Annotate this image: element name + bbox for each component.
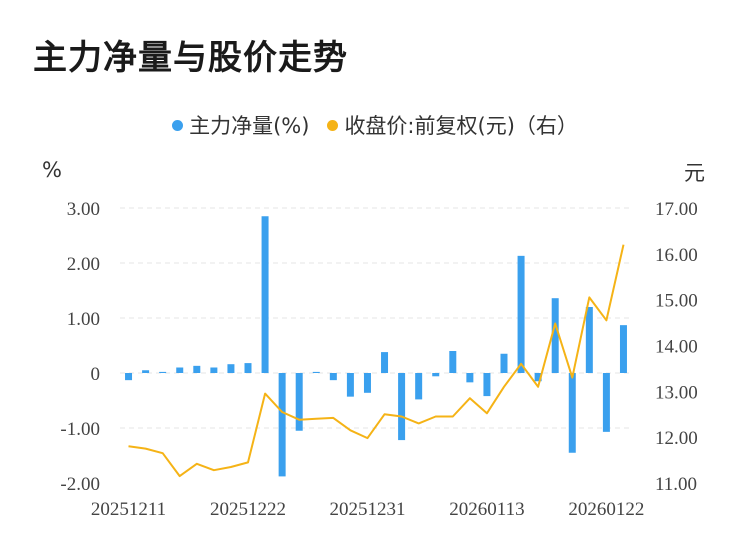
x-tick-label-2: 20251231 (329, 499, 405, 520)
right-axis-unit: 元 (684, 161, 705, 185)
y-left-tick-label-2: 1.00 (67, 309, 100, 330)
bar-22 (500, 353, 508, 373)
bar-19 (449, 351, 457, 373)
bar-25 (551, 298, 559, 373)
y-right-tick-label-2: 15.00 (655, 291, 698, 312)
legend-item-net-flow[interactable]: 主力净量(%) (172, 110, 309, 140)
bar-18 (432, 373, 440, 377)
bar-17 (415, 373, 423, 400)
bar-7 (244, 363, 252, 373)
y-right-tick-label-5: 12.00 (655, 428, 698, 449)
legend-dot-net-flow (172, 119, 184, 131)
legend-label-net-flow: 主力净量(%) (189, 114, 310, 138)
bar-16 (398, 373, 406, 441)
bar-28 (602, 373, 610, 432)
y-right-tick-label-0: 17.00 (655, 199, 698, 220)
y-left-tick-label-4: -1.00 (60, 419, 100, 440)
y-right-tick-label-6: 11.00 (655, 474, 697, 495)
legend-label-close-price: 收盘价:前复权(元)（右） (344, 114, 578, 138)
bar-4 (193, 365, 201, 373)
left-axis-unit: % (42, 158, 62, 182)
bar-14 (363, 373, 371, 393)
bar-5 (210, 367, 218, 373)
x-tick-label-1: 20251222 (210, 499, 286, 520)
chart-title: 主力净量与股价走势 (33, 38, 348, 78)
bar-9 (278, 373, 286, 477)
bar-21 (483, 373, 491, 397)
y-left-tick-label-5: -2.00 (60, 474, 100, 495)
bar-27 (585, 307, 593, 373)
bar-29 (619, 325, 627, 373)
y-right-tick-label-1: 16.00 (655, 245, 698, 266)
y-left-tick-label-0: 3.00 (67, 199, 100, 220)
legend: 主力净量(%) 收盘价:前复权(元)（右） (0, 110, 750, 140)
bar-0 (125, 373, 133, 381)
bar-3 (176, 367, 184, 373)
bar-1 (142, 370, 150, 373)
x-tick-label-0: 20251211 (91, 499, 166, 520)
bar-15 (381, 352, 389, 373)
x-tick-label-4: 20260122 (568, 499, 644, 520)
bar-24 (534, 373, 542, 382)
bar-8 (261, 216, 269, 373)
close-price-line (128, 244, 625, 478)
bar-10 (295, 373, 303, 431)
bar-11 (312, 371, 320, 373)
bar-23 (517, 255, 525, 373)
bar-26 (568, 373, 576, 453)
y-right-tick-label-4: 13.00 (655, 382, 698, 403)
y-left-tick-label-3: 0 (91, 364, 101, 385)
legend-item-close-price[interactable]: 收盘价:前复权(元)（右） (327, 110, 578, 140)
bar-6 (227, 364, 235, 373)
bar-2 (159, 371, 167, 373)
bar-12 (329, 373, 337, 381)
bar-20 (466, 373, 474, 383)
y-left-tick-label-1: 2.00 (67, 254, 100, 275)
x-tick-label-3: 20260113 (449, 499, 524, 520)
y-right-tick-label-3: 14.00 (655, 337, 698, 358)
legend-dot-close-price (327, 119, 339, 131)
bar-13 (346, 373, 354, 397)
